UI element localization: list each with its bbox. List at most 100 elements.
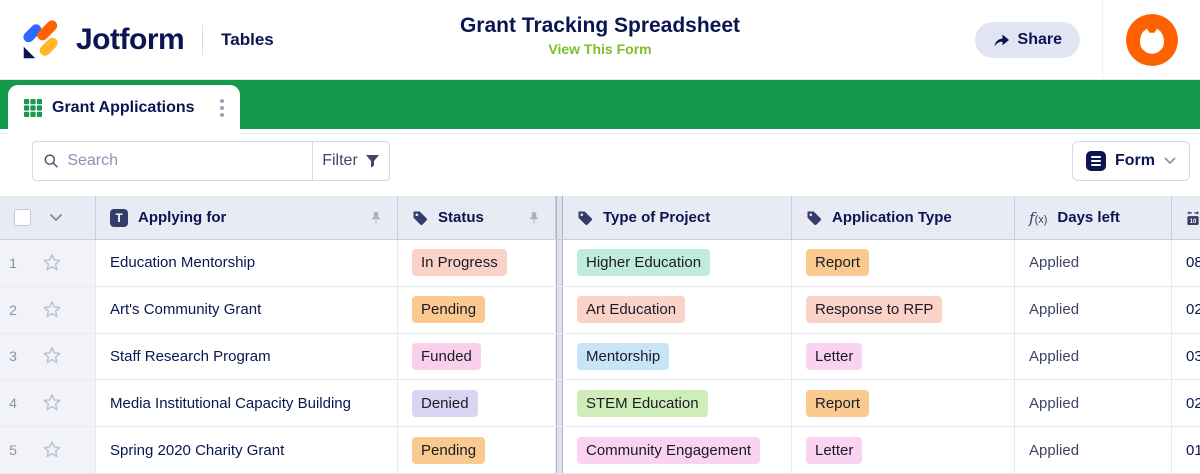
cell-applying-for[interactable]: Media Institutional Capacity Building — [96, 380, 398, 427]
column-label: Days left — [1057, 209, 1120, 226]
table-row: 1 Education Mentorship In Progress Highe… — [0, 240, 1200, 287]
cell-status[interactable]: Pending — [398, 286, 556, 333]
cell-applying-for[interactable]: Art's Community Grant — [96, 286, 398, 333]
pin-icon[interactable] — [369, 211, 383, 225]
brand-name[interactable]: Jotform — [76, 23, 185, 56]
cell-date[interactable]: 02 — [1186, 301, 1200, 319]
svg-text:10: 10 — [1190, 218, 1197, 224]
cell-status[interactable]: Funded — [398, 333, 556, 380]
search-input[interactable] — [67, 152, 302, 170]
cell-days-left[interactable]: Applied — [1015, 240, 1172, 286]
cell-application-type[interactable]: Report — [792, 380, 1015, 427]
cell-type-of-project[interactable]: STEM Education — [563, 380, 792, 427]
cell-applying-for[interactable]: Education Mentorship — [96, 240, 398, 286]
tag-icon — [578, 211, 592, 225]
toolbar-divider — [0, 133, 1200, 134]
status-badge: Funded — [412, 342, 481, 370]
row-selector-cell: 4 — [0, 380, 96, 427]
table-row: 2 Art's Community Grant Pending Art Educ… — [0, 286, 1200, 334]
column-label: Type of Project — [603, 209, 711, 226]
row-selector-cell: 2 — [0, 286, 96, 333]
chevron-down-icon — [1164, 157, 1176, 164]
row-select-chevron-icon[interactable] — [49, 213, 63, 222]
type-badge: Higher Education — [577, 249, 711, 277]
product-name[interactable]: Tables — [221, 30, 274, 49]
search-box[interactable] — [32, 141, 312, 181]
share-button[interactable]: Share — [974, 22, 1080, 58]
cell-date[interactable]: 01 — [1186, 441, 1200, 459]
frozen-columns-divider — [556, 333, 563, 380]
frozen-columns-divider — [556, 286, 563, 333]
star-icon[interactable] — [40, 298, 64, 322]
select-all-checkbox[interactable] — [14, 209, 31, 226]
cell-date[interactable]: 03 — [1186, 347, 1200, 365]
cell-date[interactable]: 08 — [1186, 254, 1200, 272]
status-badge: Pending — [412, 296, 486, 324]
cell-type-of-project[interactable]: Community Engagement — [563, 427, 792, 473]
cell-days-left[interactable]: Applied — [1015, 380, 1172, 427]
application-type-badge: Letter — [806, 342, 863, 370]
star-icon[interactable] — [40, 438, 64, 462]
row-selector-cell: 1 — [0, 240, 96, 286]
column-header-date[interactable]: 10 — [1172, 196, 1200, 239]
cell-status[interactable]: Denied — [398, 380, 556, 427]
pin-icon[interactable] — [527, 211, 541, 225]
column-header-applying-for[interactable]: T Applying for — [96, 196, 398, 239]
column-label: Application Type — [832, 209, 952, 226]
user-avatar[interactable] — [1126, 14, 1178, 66]
cell-type-of-project[interactable]: Art Education — [563, 286, 792, 333]
type-badge: Community Engagement — [577, 436, 761, 464]
application-type-badge: Response to RFP — [806, 296, 943, 324]
cell-application-type[interactable]: Response to RFP — [792, 286, 1015, 333]
cell-type-of-project[interactable]: Mentorship — [563, 333, 792, 380]
row-number: 5 — [9, 442, 17, 459]
cell-status[interactable]: Pending — [398, 427, 556, 473]
star-icon[interactable] — [40, 391, 64, 415]
cell-type-of-project[interactable]: Higher Education — [563, 240, 792, 286]
cell-application-type[interactable]: Letter — [792, 427, 1015, 473]
grid-table-icon — [24, 98, 42, 117]
form-button-label: Form — [1115, 152, 1155, 169]
column-header-application-type[interactable]: Application Type — [792, 196, 1015, 239]
column-header-days-left[interactable]: f(x) Days left — [1015, 196, 1172, 239]
table-body: 1 Education Mentorship In Progress Highe… — [0, 240, 1200, 474]
cell-days-left[interactable]: Applied — [1015, 286, 1172, 333]
cell-status[interactable]: In Progress — [398, 240, 556, 286]
star-icon[interactable] — [40, 251, 64, 275]
column-header-status[interactable]: Status — [398, 196, 556, 239]
cell-applying-for[interactable]: Staff Research Program — [96, 333, 398, 380]
filter-funnel-icon — [365, 155, 379, 168]
row-number: 1 — [9, 254, 17, 271]
cell-applying-for[interactable]: Spring 2020 Charity Grant — [96, 427, 398, 473]
cell-application-type[interactable]: Report — [792, 240, 1015, 286]
form-view-button[interactable]: Form — [1072, 141, 1190, 181]
type-badge: STEM Education — [577, 389, 708, 417]
cell-days-left[interactable]: Applied — [1015, 333, 1172, 380]
jotform-logo-icon — [23, 20, 58, 59]
type-badge: Art Education — [577, 296, 686, 324]
brand-area[interactable]: Jotform Tables — [18, 0, 274, 80]
column-header-type-of-project[interactable]: Type of Project — [563, 196, 792, 239]
table-row: 4 Media Institutional Capacity Building … — [0, 380, 1200, 428]
row-number: 4 — [9, 395, 17, 412]
column-label: Applying for — [138, 209, 227, 226]
column-label: Status — [438, 209, 484, 226]
filter-button[interactable]: Filter — [312, 141, 390, 181]
status-badge: Denied — [412, 389, 478, 417]
tab-grant-applications[interactable]: Grant Applications — [8, 85, 240, 134]
table-header-row: T Applying for Status — [0, 196, 1200, 240]
frozen-columns-divider[interactable] — [556, 196, 563, 239]
cell-days-left[interactable]: Applied — [1015, 427, 1172, 473]
calendar-icon: 10 — [1187, 210, 1200, 225]
cell-date[interactable]: 02 — [1186, 394, 1200, 412]
star-icon[interactable] — [40, 344, 64, 368]
search-icon — [44, 154, 58, 168]
view-this-form-link[interactable]: View This Form — [548, 41, 652, 57]
filter-button-label: Filter — [322, 152, 358, 169]
cell-application-type[interactable]: Letter — [792, 333, 1015, 380]
table-row: 3 Staff Research Program Funded Mentorsh… — [0, 333, 1200, 381]
tab-menu-kebab-icon[interactable] — [216, 95, 228, 121]
row-selector-cell: 3 — [0, 333, 96, 380]
frozen-columns-divider — [556, 380, 563, 427]
